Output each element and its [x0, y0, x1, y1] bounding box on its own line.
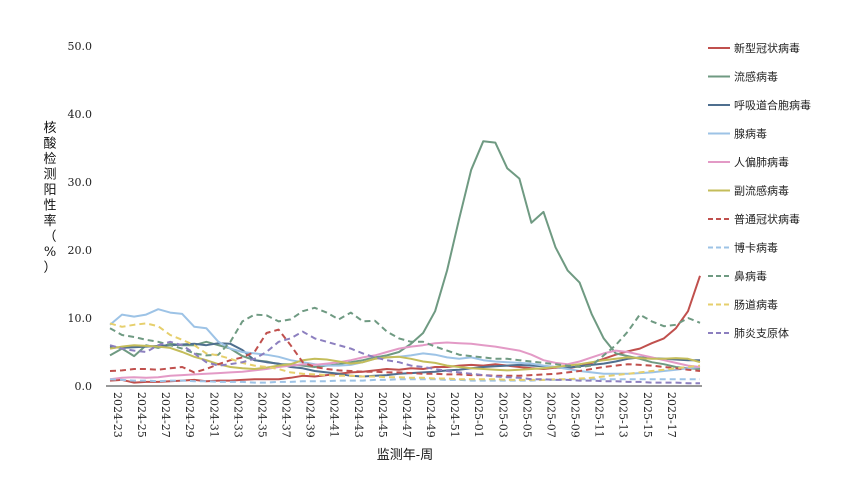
- y-tick-label: 10.0: [68, 312, 93, 325]
- x-tick-label: 2025-07: [544, 392, 557, 438]
- x-tick-label: 2025-17: [665, 392, 678, 438]
- series-line-1: [109, 140, 701, 370]
- y-tick-label: 30.0: [68, 176, 93, 189]
- series-line-5: [109, 344, 701, 372]
- series-line-3: [109, 308, 701, 375]
- x-tick-label: 2024-45: [376, 392, 389, 438]
- x-tick-label: 2024-23: [111, 392, 124, 438]
- y-tick-label: 50.0: [68, 40, 93, 53]
- x-tick-label: 2024-39: [304, 392, 317, 438]
- y-tick-label: 40.0: [68, 108, 93, 121]
- series-layer: [109, 140, 701, 385]
- series-line-6: [109, 328, 701, 377]
- series-line-0: [109, 275, 701, 384]
- x-tick-label: 2025-15: [641, 392, 654, 438]
- x-axis-ticks: 2024-23 2024-25 2024-27 2024-29 2024-31 2024-…: [111, 392, 678, 438]
- y-axis-title: 核酸检测阳性率（%）: [43, 121, 56, 276]
- x-tick-label: 2024-27: [159, 392, 172, 438]
- legend-label: 博卡病毒: [734, 241, 778, 255]
- x-axis-title: 监测年-周: [377, 448, 433, 463]
- series-line-9: [109, 322, 701, 381]
- x-tick-label: 2024-31: [207, 392, 220, 438]
- x-tick-label: 2025-09: [569, 392, 582, 438]
- series-line-2: [109, 342, 700, 378]
- y-tick-label: 20.0: [68, 244, 93, 257]
- x-tick-label: 2024-49: [424, 392, 437, 438]
- legend-label: 副流感病毒: [734, 184, 789, 198]
- x-tick-label: 2024-29: [183, 392, 196, 438]
- x-tick-label: 2025-03: [496, 392, 509, 438]
- y-tick-label: 0.0: [75, 380, 93, 393]
- series-line-8: [109, 306, 701, 368]
- x-tick-label: 2024-41: [328, 392, 341, 438]
- x-tick-label: 2024-25: [135, 392, 148, 438]
- y-axis-ticks: 0.0 10.0 20.0 30.0 40.0 50.0: [68, 40, 93, 393]
- x-tick-label: 2025-13: [617, 392, 630, 438]
- x-tick-label: 2024-43: [352, 392, 365, 438]
- legend-label: 普通冠状病毒: [734, 212, 800, 226]
- x-tick-label: 2025-11: [593, 392, 606, 438]
- x-tick-label: 2024-47: [400, 392, 413, 438]
- legend-label: 人偏肺病毒: [734, 155, 789, 169]
- x-tick-label: 2024-51: [448, 392, 461, 438]
- x-tick-label: 2025-01: [472, 392, 485, 438]
- series-line-4: [109, 341, 701, 381]
- series-line-7: [109, 378, 700, 384]
- x-tick-label: 2024-33: [231, 392, 244, 438]
- x-tick-label: 2025-05: [520, 392, 533, 438]
- legend-label: 新型冠状病毒: [734, 41, 800, 55]
- legend-label: 肠道病毒: [734, 298, 778, 312]
- legend-label: 腺病毒: [734, 127, 767, 141]
- x-tick-label: 2024-37: [280, 392, 293, 438]
- legend-label: 呼吸道合胞病毒: [734, 98, 811, 112]
- legend-label: 鼻病毒: [734, 269, 767, 283]
- x-tick-label: 2024-35: [255, 392, 268, 438]
- legend-label: 流感病毒: [734, 70, 778, 84]
- legend: 新型冠状病毒流感病毒呼吸道合胞病毒腺病毒人偏肺病毒副流感病毒普通冠状病毒博卡病毒…: [708, 41, 811, 340]
- legend-label: 肺炎支原体: [734, 326, 789, 340]
